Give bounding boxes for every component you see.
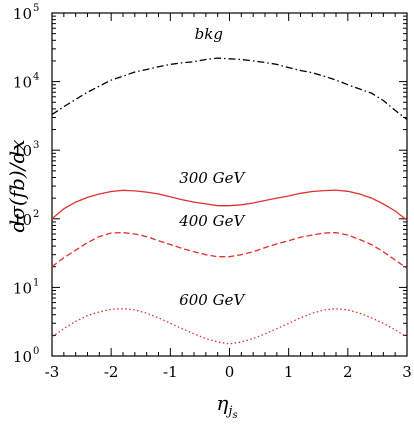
y-tick-label: 10 [13, 142, 32, 160]
y-tick-label: 10 [13, 348, 32, 366]
series-label-bkg: bkg [195, 25, 223, 43]
y-tick-exponent: 2 [33, 209, 39, 220]
y-tick-exponent: 1 [33, 277, 39, 288]
x-tick-label: -1 [163, 363, 178, 381]
x-axis-title-main: η [216, 391, 228, 415]
x-tick-label: -3 [45, 363, 60, 381]
series-label-400-gev: 400 GeV [178, 212, 246, 230]
y-tick-exponent: 4 [33, 72, 39, 83]
series-line-300-gev [51, 189, 408, 221]
x-tick-label: -2 [104, 363, 119, 381]
y-tick-exponent: 3 [33, 140, 39, 151]
y-tick-label: 10 [13, 5, 32, 23]
y-tick-label: 10 [13, 211, 32, 229]
y-tick-exponent: 5 [33, 3, 39, 14]
series-line-bkg [51, 57, 408, 121]
x-tick-label: 2 [343, 363, 353, 381]
y-tick-label: 10 [13, 279, 32, 297]
y-axis-title: dσ(fb)/dx [5, 139, 29, 232]
y-tick-label: 10 [13, 74, 32, 92]
series-line-600-gev [51, 308, 408, 345]
x-axis-title-sub: j [225, 404, 232, 419]
annotation-group: bkg 300 GeV 400 GeV 600 GeV [178, 25, 246, 309]
x-axis-title: ηjs [216, 391, 237, 421]
series-line-400-gev [51, 231, 408, 269]
series-label-300-gev: 300 GeV [179, 169, 246, 187]
x-tick-label: 1 [284, 363, 294, 381]
x-tick-label: 0 [225, 363, 235, 381]
x-tick-label: 3 [402, 363, 412, 381]
series-group [51, 57, 408, 345]
series-label-600-gev: 600 GeV [179, 291, 246, 309]
x-axis-title-subsub: s [232, 410, 237, 421]
y-tick-exponent: 0 [33, 346, 39, 357]
